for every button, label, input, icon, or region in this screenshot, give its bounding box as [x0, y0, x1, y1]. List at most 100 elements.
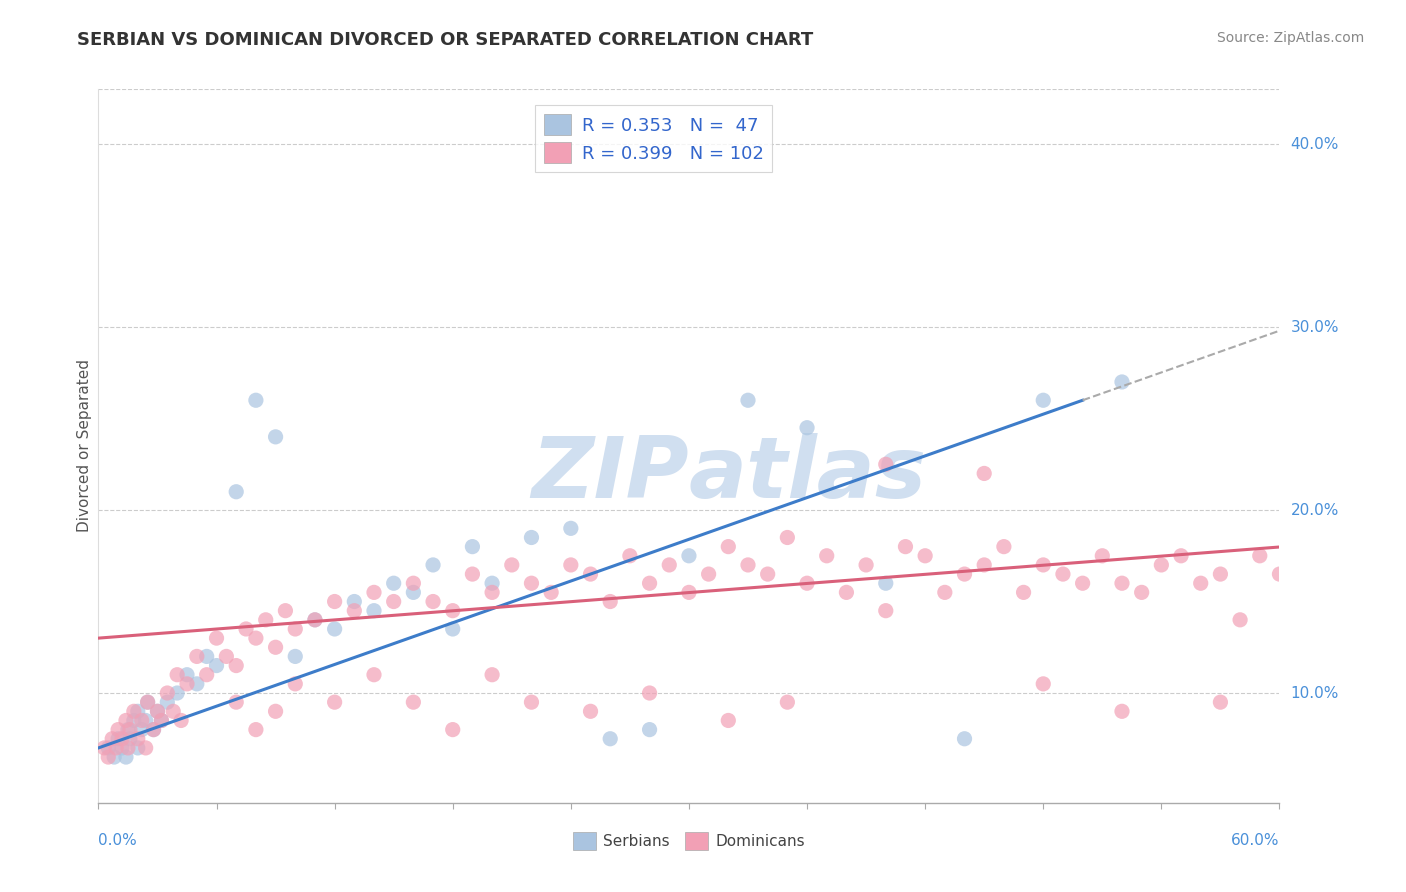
Point — [118, 731, 141, 746]
Point — [115, 714, 138, 728]
Point — [363, 667, 385, 681]
Point — [796, 576, 818, 591]
Point — [225, 484, 247, 499]
Point — [235, 622, 257, 636]
Point — [93, 740, 115, 755]
Point — [142, 723, 165, 737]
Point — [264, 704, 287, 718]
Point — [156, 686, 179, 700]
Point — [855, 558, 877, 572]
Point — [756, 567, 779, 582]
Point — [973, 467, 995, 481]
Point — [737, 393, 759, 408]
Point — [894, 540, 917, 554]
Point — [481, 667, 503, 681]
Point — [402, 585, 425, 599]
Point — [1268, 567, 1291, 582]
Point — [441, 723, 464, 737]
Point — [1209, 567, 1232, 582]
Point — [1189, 576, 1212, 591]
Y-axis label: Divorced or Separated: Divorced or Separated — [77, 359, 91, 533]
Point — [776, 695, 799, 709]
Point — [195, 649, 218, 664]
Point — [363, 585, 385, 599]
Point — [323, 622, 346, 636]
Point — [264, 640, 287, 655]
Point — [122, 714, 145, 728]
Point — [520, 531, 543, 545]
Point — [225, 695, 247, 709]
Text: atlas: atlas — [689, 433, 927, 516]
Text: 20.0%: 20.0% — [1291, 502, 1339, 517]
Point — [284, 622, 307, 636]
Point — [135, 714, 157, 728]
Text: SERBIAN VS DOMINICAN DIVORCED OR SEPARATED CORRELATION CHART: SERBIAN VS DOMINICAN DIVORCED OR SEPARAT… — [77, 31, 814, 49]
Point — [953, 731, 976, 746]
Point — [540, 585, 562, 599]
Point — [1032, 677, 1054, 691]
Point — [166, 686, 188, 700]
Point — [122, 704, 145, 718]
Point — [343, 594, 366, 608]
Point — [117, 740, 139, 755]
Point — [117, 723, 139, 737]
Point — [697, 567, 720, 582]
Point — [127, 740, 149, 755]
Point — [186, 677, 208, 691]
Point — [1229, 613, 1251, 627]
Point — [973, 558, 995, 572]
Text: 40.0%: 40.0% — [1291, 136, 1339, 152]
Point — [1091, 549, 1114, 563]
Point — [176, 667, 198, 681]
Point — [599, 594, 621, 608]
Point — [638, 576, 661, 591]
Point — [1209, 695, 1232, 709]
Text: ZIP: ZIP — [531, 433, 689, 516]
Point — [1130, 585, 1153, 599]
Point — [953, 567, 976, 582]
Point — [934, 585, 956, 599]
Point — [162, 704, 184, 718]
Point — [402, 576, 425, 591]
Point — [461, 567, 484, 582]
Point — [254, 613, 277, 627]
Point — [717, 540, 740, 554]
Point — [914, 549, 936, 563]
Point — [776, 531, 799, 545]
Point — [107, 731, 129, 746]
Point — [127, 704, 149, 718]
Point — [131, 714, 153, 728]
Point — [678, 585, 700, 599]
Point — [875, 576, 897, 591]
Point — [461, 540, 484, 554]
Point — [599, 731, 621, 746]
Point — [815, 549, 838, 563]
Point — [560, 521, 582, 535]
Point — [1111, 576, 1133, 591]
Point — [101, 731, 124, 746]
Point — [284, 649, 307, 664]
Text: 0.0%: 0.0% — [98, 833, 138, 848]
Point — [131, 723, 153, 737]
Text: 30.0%: 30.0% — [1291, 319, 1339, 334]
Point — [363, 604, 385, 618]
Point — [103, 750, 125, 764]
Point — [156, 695, 179, 709]
Point — [560, 558, 582, 572]
Point — [136, 695, 159, 709]
Point — [678, 549, 700, 563]
Point — [176, 677, 198, 691]
Point — [245, 631, 267, 645]
Point — [520, 695, 543, 709]
Point — [658, 558, 681, 572]
Point — [1170, 549, 1192, 563]
Point — [142, 723, 165, 737]
Text: Source: ZipAtlas.com: Source: ZipAtlas.com — [1216, 31, 1364, 45]
Legend: Serbians, Dominicans: Serbians, Dominicans — [567, 826, 811, 855]
Point — [481, 585, 503, 599]
Point — [304, 613, 326, 627]
Point — [1071, 576, 1094, 591]
Point — [245, 723, 267, 737]
Point — [150, 714, 173, 728]
Point — [135, 740, 157, 755]
